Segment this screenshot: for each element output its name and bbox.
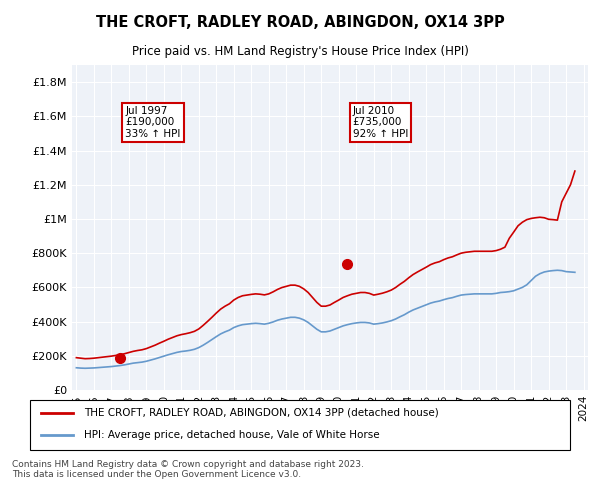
Text: THE CROFT, RADLEY ROAD, ABINGDON, OX14 3PP: THE CROFT, RADLEY ROAD, ABINGDON, OX14 3… (95, 15, 505, 30)
Text: Jul 2010
£735,000
92% ↑ HPI: Jul 2010 £735,000 92% ↑ HPI (353, 106, 408, 139)
Text: HPI: Average price, detached house, Vale of White Horse: HPI: Average price, detached house, Vale… (84, 430, 380, 440)
Text: THE CROFT, RADLEY ROAD, ABINGDON, OX14 3PP (detached house): THE CROFT, RADLEY ROAD, ABINGDON, OX14 3… (84, 408, 439, 418)
Text: Jul 1997
£190,000
33% ↑ HPI: Jul 1997 £190,000 33% ↑ HPI (125, 106, 181, 139)
Text: Price paid vs. HM Land Registry's House Price Index (HPI): Price paid vs. HM Land Registry's House … (131, 45, 469, 58)
Text: Contains HM Land Registry data © Crown copyright and database right 2023.
This d: Contains HM Land Registry data © Crown c… (12, 460, 364, 479)
FancyBboxPatch shape (30, 400, 570, 450)
